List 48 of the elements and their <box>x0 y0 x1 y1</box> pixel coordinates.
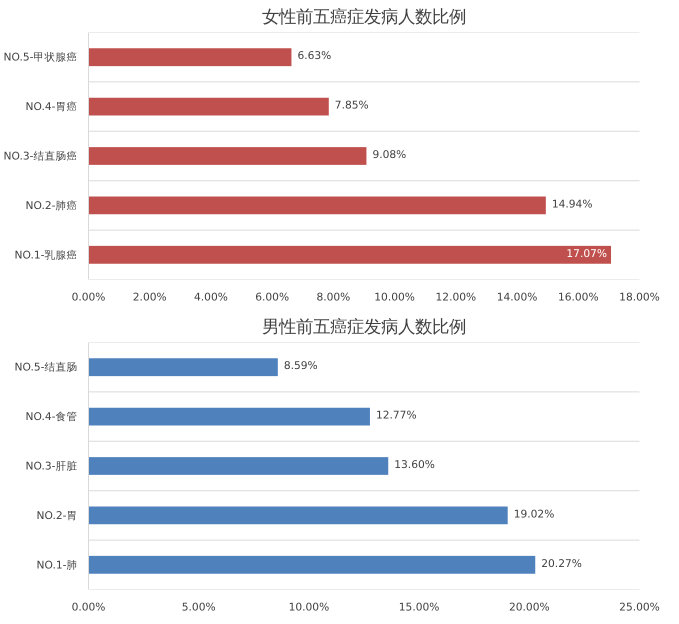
x-tick-label: 5.00% <box>182 600 216 614</box>
x-tick-label: 12.00% <box>436 290 476 304</box>
bar <box>88 556 536 574</box>
data-label: 14.94% <box>552 197 592 210</box>
y-tick-label: NO.1-乳腺癌 <box>14 248 78 262</box>
data-label: 13.60% <box>394 458 435 471</box>
y-tick-label: NO.3-肝脏 <box>26 460 78 472</box>
x-tick-label: 18.00% <box>619 290 660 304</box>
data-label: 9.08% <box>372 148 406 161</box>
data-label: 20.27% <box>541 556 582 570</box>
y-tick-label: NO.5-结直肠 <box>14 360 78 374</box>
data-label: 17.07% <box>566 246 608 260</box>
x-tick-label: 2.00% <box>132 290 167 304</box>
x-tick-label: 16.00% <box>558 290 599 304</box>
x-tick-label: 25.00% <box>619 600 660 614</box>
x-tick-label: 6.00% <box>255 290 290 304</box>
data-label: 8.59% <box>284 359 318 372</box>
data-label: 19.02% <box>514 507 554 520</box>
chart-title: 女性前五癌症发病人数比例 <box>262 8 466 28</box>
y-tick-label: NO.2-胃 <box>36 508 78 522</box>
x-tick-label: 10.00% <box>374 290 415 304</box>
x-tick-label: 0.00% <box>72 600 106 614</box>
x-tick-label: 20.00% <box>508 600 550 614</box>
x-tick-label: 10.00% <box>288 600 330 614</box>
x-tick-label: 8.00% <box>316 290 350 304</box>
data-label: 6.63% <box>297 49 332 62</box>
chart-title: 男性前五癌症发病人数比例 <box>262 318 466 338</box>
bar <box>88 457 388 475</box>
bar <box>88 358 278 376</box>
x-tick-label: 4.00% <box>194 290 228 304</box>
x-tick-label: 14.00% <box>496 290 538 304</box>
bar <box>88 408 370 426</box>
bar <box>88 196 546 214</box>
y-tick-label: NO.5-甲状腺癌 <box>4 50 78 64</box>
x-tick-label: 0.00% <box>72 290 106 304</box>
data-label: 12.77% <box>376 408 417 422</box>
y-tick-label: NO.2-肺癌 <box>26 198 78 212</box>
bar <box>88 246 612 264</box>
x-tick-label: 15.00% <box>398 600 440 614</box>
y-tick-label: NO.4-胃癌 <box>26 100 78 114</box>
y-tick-label: NO.4-食管 <box>26 410 78 424</box>
y-tick-label: NO.3-结直肠癌 <box>4 150 78 162</box>
bar <box>88 98 329 116</box>
y-tick-label: NO.1-肺 <box>36 558 78 572</box>
bar <box>88 147 366 165</box>
bar <box>88 48 292 66</box>
data-label: 7.85% <box>334 98 369 112</box>
bar <box>88 506 508 524</box>
